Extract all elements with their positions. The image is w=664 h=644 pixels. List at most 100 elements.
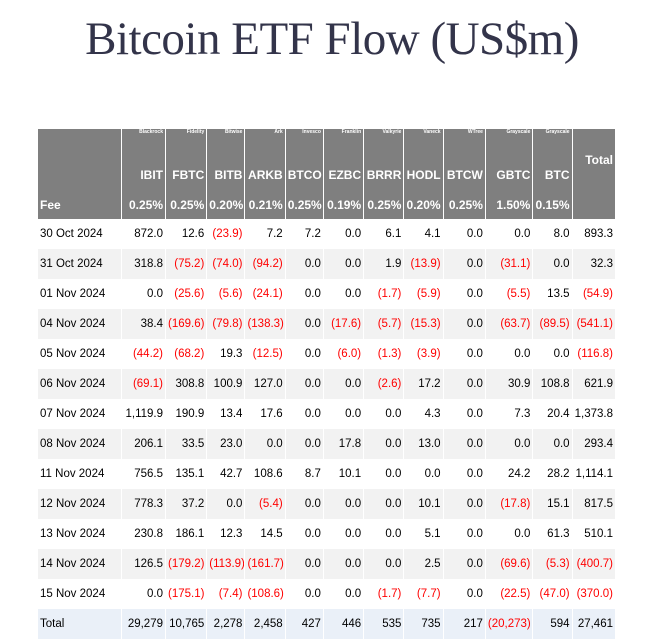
flow-value-cell: (75.2)	[166, 249, 207, 279]
table-row: 12 Nov 2024 778.3 37.2 0.0 (5.4) 0.0 0.0 0.0 10.…	[38, 489, 615, 519]
flow-value-cell: (2.6)	[364, 369, 404, 399]
row-total-cell: (541.1)	[572, 309, 615, 339]
issuer-header-cell: Grayscale	[485, 129, 533, 160]
flow-value-cell: 0.0	[424, 468, 441, 480]
flow-value-cell: 14.5	[260, 528, 283, 540]
flow-value-cell: (179.2)	[166, 549, 207, 579]
row-total-cell: 1,114.1	[575, 468, 613, 480]
table-row: 06 Nov 2024 (69.1) 308.8 100.9 127.0 0.0 0.0 (2…	[38, 369, 615, 399]
flow-value-cell: 0.0	[443, 309, 485, 339]
row-date: 06 Nov 2024	[38, 369, 121, 399]
flow-value-cell: (94.2)	[245, 249, 285, 279]
header-blank-cell	[38, 160, 121, 190]
table-row: 08 Nov 2024 206.1 33.5 23.0 0.0 0.0 17.8 0.0 13.…	[38, 429, 615, 459]
flow-value-cell: 0.0	[533, 429, 572, 459]
ticker-header-cell: BTCW	[443, 160, 485, 190]
flow-value-cell: 108.8	[533, 369, 572, 399]
flow-value-cell: 12.3	[220, 528, 243, 540]
flow-value-cell: (108.6)	[247, 588, 284, 600]
flow-value-cell: 0.0	[304, 348, 321, 360]
ticker-header-cell: GBTC	[485, 160, 533, 190]
flow-value-cell: (1.7)	[377, 288, 402, 300]
flow-value-cell: 0.0	[285, 489, 323, 519]
fee-cell: 0.21%	[245, 190, 285, 219]
flow-value-cell: 0.0	[285, 309, 323, 339]
issuer-header-cell: Ark	[245, 129, 285, 160]
ticker-header-cell: BTC	[533, 160, 572, 190]
flow-value-cell: 0.0	[443, 489, 485, 519]
issuer-header-cell: Vaneck	[404, 129, 443, 160]
flow-value-cell: (5.9)	[416, 288, 441, 300]
flow-value-cell: 0.0	[285, 369, 323, 399]
flow-value-cell: 8.7	[304, 468, 321, 480]
flow-value-cell: 19.3	[220, 348, 243, 360]
flow-value-cell: 0.0	[304, 588, 321, 600]
flow-value-cell: 0.0	[323, 249, 364, 279]
flow-value-cell: 1.9	[364, 249, 404, 279]
table-row: 13 Nov 2024 230.8 186.1 12.3 14.5 0.0 0.0 0.0 5.…	[38, 519, 615, 549]
totals-value-cell: 427	[285, 609, 323, 639]
table-row: 15 Nov 2024 0.0 (175.1) (7.4) (108.6) 0.0 0.0 (…	[38, 579, 615, 609]
row-date: 11 Nov 2024	[40, 468, 105, 480]
flow-value-cell: (31.1)	[485, 249, 533, 279]
flow-value-cell: (22.5)	[500, 588, 531, 600]
flow-value-cell: 206.1	[121, 429, 165, 459]
row-date: 08 Nov 2024	[38, 429, 121, 459]
flow-value-cell: 0.0	[514, 348, 531, 360]
flow-value-cell: 30.9	[485, 369, 533, 399]
flow-value-cell: 0.0	[147, 588, 163, 600]
flow-value-cell: 23.0	[207, 429, 245, 459]
row-date: 05 Nov 2024	[40, 348, 106, 360]
ticker-header-cell: FBTC	[166, 160, 207, 190]
totals-value-cell: 2,458	[245, 609, 285, 639]
flow-value-cell: (7.4)	[218, 588, 243, 600]
totals-value-cell: 594	[533, 609, 572, 639]
flow-value-cell: (113.9)	[207, 549, 245, 579]
flow-value-cell: (7.7)	[416, 588, 441, 600]
row-total-cell: 293.4	[572, 429, 615, 459]
row-date: 15 Nov 2024	[40, 588, 106, 600]
flow-value-cell: 230.8	[134, 528, 163, 540]
totals-value-cell: (20,273)	[485, 609, 533, 639]
flow-value-cell: 108.6	[253, 468, 283, 480]
row-total-cell: 510.1	[584, 528, 613, 540]
row-total-cell: (54.9)	[582, 288, 613, 300]
totals-value-cell: 29,279	[121, 609, 165, 639]
row-date: 30 Oct 2024	[40, 228, 103, 240]
flow-value-cell: (1.7)	[377, 588, 402, 600]
fee-total-blank	[572, 190, 615, 219]
totals-label: Total	[38, 609, 121, 639]
flow-value-cell: 0.0	[466, 588, 483, 600]
flow-value-cell: (5.3)	[533, 549, 572, 579]
fee-cell: 0.25%	[443, 190, 485, 219]
flow-value-cell: 7.2	[304, 228, 321, 240]
flow-value-cell: (89.5)	[533, 309, 572, 339]
flow-value-cell: 190.9	[175, 408, 205, 420]
flow-value-cell: 5.1	[424, 528, 441, 540]
totals-value-cell: 446	[323, 609, 364, 639]
flow-value-cell: 15.1	[533, 489, 572, 519]
flow-value-cell: 308.8	[166, 369, 207, 399]
flow-value-cell: 0.0	[385, 468, 402, 480]
flow-value-cell: 0.0	[323, 369, 364, 399]
ticker-header-row: IBIT FBTC BITB ARKB BTCO EZBC BRRR HODL BTCW GBTC…	[38, 160, 615, 190]
flow-value-cell: (68.2)	[174, 348, 205, 360]
fee-cell: 1.50%	[485, 190, 533, 219]
flow-value-cell: 0.0	[285, 549, 323, 579]
ticker-header-cell: ARKB	[245, 160, 285, 190]
flow-value-cell: 42.7	[220, 468, 243, 480]
flow-value-cell: 61.3	[547, 528, 570, 540]
flow-value-cell: (47.0)	[539, 588, 570, 600]
flow-value-cell: (17.8)	[485, 489, 533, 519]
flow-value-cell: 0.0	[443, 429, 485, 459]
flow-value-cell: (5.4)	[245, 489, 285, 519]
flow-value-cell: (5.6)	[218, 288, 243, 300]
flow-value-cell: 12.6	[181, 228, 205, 240]
flow-value-cell: 0.0	[304, 528, 321, 540]
flow-value-cell: (24.1)	[252, 288, 283, 300]
flow-value-cell: 127.0	[245, 369, 285, 399]
flow-value-cell: 13.0	[404, 429, 443, 459]
page-title: Bitcoin ETF Flow (US$m)	[85, 13, 579, 65]
table-row: 05 Nov 2024 (44.2) (68.2) 19.3 (12.5) 0.0 (6.0…	[38, 339, 615, 369]
flow-value-cell: (25.6)	[174, 288, 205, 300]
